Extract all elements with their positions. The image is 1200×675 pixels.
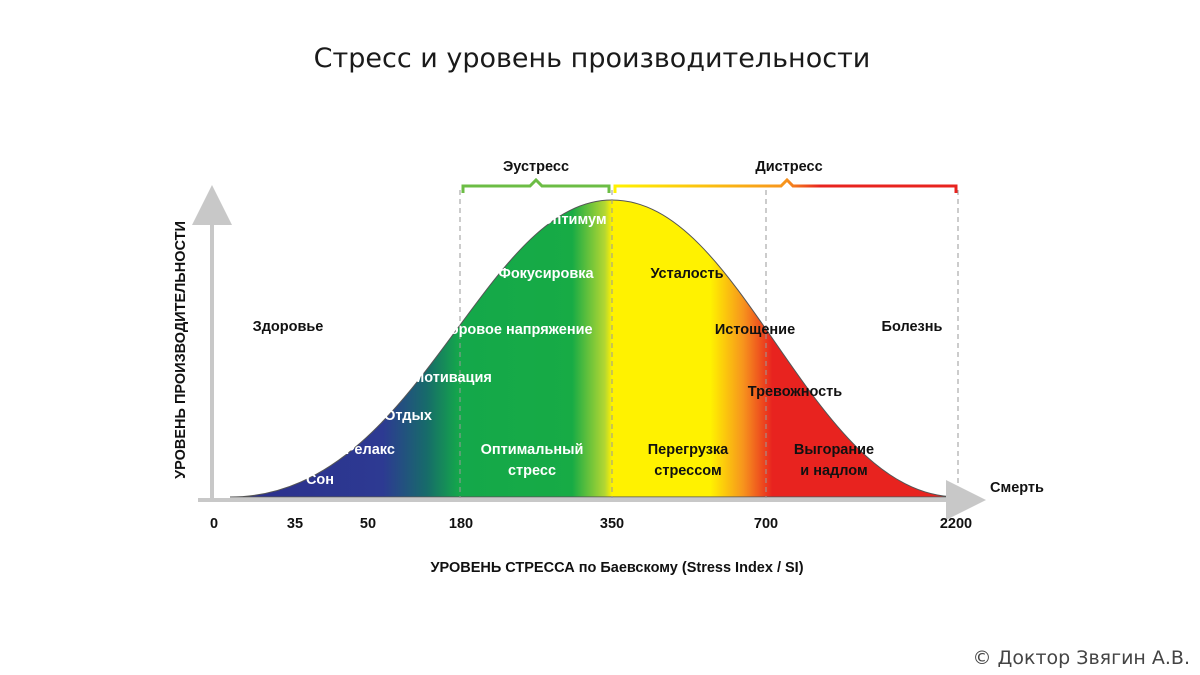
curve-label-istoshchenie: Истощение	[715, 322, 795, 338]
curve-label-optimalniy-2: стресс	[508, 463, 556, 479]
curve-label-optimum: Оптимум	[541, 212, 606, 228]
curve-label-fokus: Фокусировка	[498, 266, 594, 282]
page-title: Стресс и уровень производительности	[314, 43, 871, 74]
x-tick-label: 700	[754, 516, 778, 532]
zone-label-bolezn: Болезнь	[882, 319, 943, 335]
curve-label-peregruzka-1: Перегрузка	[648, 442, 729, 458]
x-tick-label: 35	[287, 516, 303, 532]
curve-label-peregruzka-2: стрессом	[654, 463, 721, 479]
curve-label-ustalost: Усталость	[650, 266, 723, 282]
curve-label-motivaciya: Мотивация	[412, 370, 492, 386]
curve-label-optimalniy-1: Оптимальный	[481, 442, 584, 458]
y-axis-title: УРОВЕНЬ ПРОИЗВОДИТЕЛЬНОСТИ	[173, 221, 189, 479]
curve-label-vygoranie-2: и надлом	[800, 463, 867, 479]
zone-label-zdorovie: Здоровье	[253, 319, 324, 335]
zone-separators	[459, 190, 959, 500]
eustress-label: Эустресс	[503, 159, 569, 175]
x-end-label: Смерть	[990, 480, 1044, 496]
x-tick-label: 180	[449, 516, 473, 532]
curve-label-relaks: Релакс	[345, 442, 395, 458]
curve-label-otdyh: Отдых	[384, 408, 432, 424]
distress-label: Дистресс	[755, 159, 822, 175]
x-tick-label: 50	[360, 516, 376, 532]
copyright: © Доктор Звягин А.В.	[972, 647, 1191, 669]
x-tick-labels: 0 35 50 180 350 700 2200	[210, 516, 972, 532]
curve-label-son: Сон	[306, 472, 334, 488]
curve-label-zdorovoe: Здоровое напряжение	[431, 322, 592, 338]
x-tick-label: 2200	[940, 516, 972, 532]
curve-label-vygoranie-1: Выгорание	[794, 442, 874, 458]
x-tick-label: 0	[210, 516, 218, 532]
x-tick-label: 350	[600, 516, 624, 532]
eustress-brace	[461, 177, 611, 193]
curve-label-trevozhnost: Тревожность	[748, 384, 842, 400]
distress-brace	[613, 177, 958, 193]
x-axis-title: УРОВЕНЬ СТРЕССА по Баевскому (Stress Ind…	[430, 560, 803, 576]
